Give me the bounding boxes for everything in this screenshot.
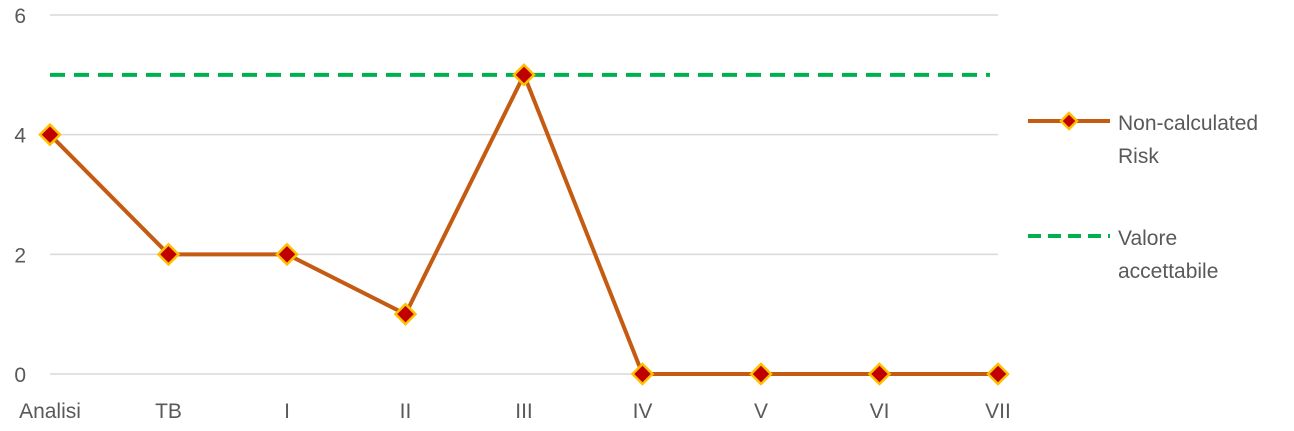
data-point-marker	[630, 362, 655, 386]
y-axis-ticks: 0 2 4 6	[14, 5, 26, 387]
x-tick-label: TB	[155, 400, 182, 423]
x-tick-label: II	[400, 400, 412, 423]
data-point-marker	[867, 362, 892, 386]
x-axis-ticks: Analisi TB I II III IV V VI VII	[19, 400, 1011, 423]
y-tick-label: 2	[14, 244, 26, 267]
data-point-marker	[749, 362, 773, 386]
data-point-marker	[156, 242, 181, 267]
legend: Non-calculated Risk Valore accettabile	[1028, 111, 1258, 283]
x-tick-label: IV	[633, 400, 653, 423]
data-point-marker	[986, 362, 1010, 386]
x-tick-label: V	[754, 400, 768, 423]
legend-marker	[1059, 111, 1079, 131]
data-point-marker	[275, 242, 299, 267]
data-point-marker	[38, 122, 62, 147]
y-tick-label: 4	[14, 125, 26, 148]
x-tick-label: VI	[870, 400, 890, 423]
x-tick-label: VII	[985, 400, 1011, 423]
legend-label: Non-calculated	[1118, 112, 1258, 135]
x-tick-label: Analisi	[19, 400, 81, 423]
legend-label: Valore	[1118, 227, 1177, 250]
data-point-marker	[512, 63, 536, 87]
data-point-marker	[393, 302, 418, 326]
y-tick-label: 6	[14, 5, 26, 28]
series-line-non-calculated-risk	[48, 69, 998, 376]
x-tick-label: I	[284, 400, 290, 423]
legend-label: accettabile	[1118, 260, 1218, 283]
legend-label: Risk	[1118, 145, 1159, 168]
series-layer	[38, 63, 1010, 386]
y-tick-label: 0	[14, 364, 26, 387]
x-tick-label: III	[515, 400, 533, 423]
